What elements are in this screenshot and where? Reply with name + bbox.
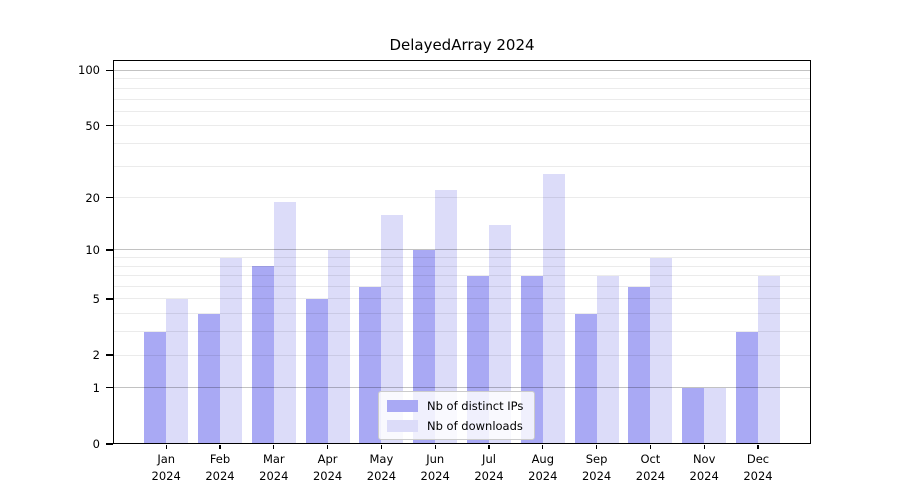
y-tick-label-1: 1 xyxy=(92,380,100,395)
gridline-minor-30 xyxy=(113,165,811,167)
gridline-minor-90 xyxy=(113,78,811,80)
x-tick-label-aug: Aug 2024 xyxy=(528,452,558,483)
bar-downloads-nov xyxy=(704,387,727,444)
x-tick-sep xyxy=(596,444,598,450)
y-tick-label-20: 20 xyxy=(85,190,100,205)
x-tick-apr xyxy=(327,444,329,450)
gridline-major-100 xyxy=(113,69,811,71)
gridline-minor-5 xyxy=(113,298,811,300)
legend-label-distinct-ips: Nb of distinct IPs xyxy=(427,398,524,413)
legend-swatch-downloads xyxy=(387,419,418,432)
gridline-minor-20 xyxy=(113,197,811,199)
legend-item-downloads: Nb of downloads xyxy=(387,417,523,434)
y-tick-label-2: 2 xyxy=(92,348,100,363)
y-tick-20 xyxy=(106,197,113,199)
x-tick-label-feb: Feb 2024 xyxy=(205,452,235,483)
x-tick-label-oct: Oct 2024 xyxy=(635,452,666,483)
bar-downloads-apr xyxy=(327,249,350,444)
gridline-minor-4 xyxy=(113,313,811,315)
x-tick-mar xyxy=(273,444,275,450)
bar-downloads-mar xyxy=(273,201,296,444)
bar-downloads-aug xyxy=(542,174,565,444)
x-tick-label-jul: Jul 2024 xyxy=(474,452,504,483)
bar-downloads-dec xyxy=(758,275,780,444)
x-tick-oct xyxy=(649,444,651,450)
y-tick-label-0: 0 xyxy=(92,437,100,451)
y-tick-label-10: 10 xyxy=(85,242,100,257)
x-tick-may xyxy=(380,444,382,450)
bar-distinct-ips-dec xyxy=(736,331,758,444)
x-tick-aug xyxy=(542,444,544,450)
gridline-minor-80 xyxy=(113,87,811,89)
bar-distinct-ips-sep xyxy=(574,313,597,444)
legend-swatch-distinct-ips xyxy=(387,399,418,412)
bar-distinct-ips-may xyxy=(359,286,382,444)
gridline-minor-60 xyxy=(113,110,811,112)
bar-distinct-ips-jan xyxy=(144,331,167,444)
x-tick-label-may: May 2024 xyxy=(366,452,397,483)
y-tick-50 xyxy=(106,125,113,127)
x-tick-label-jan: Jan 2024 xyxy=(151,452,181,483)
x-tick-nov xyxy=(703,444,705,450)
bar-distinct-ips-mar xyxy=(251,266,274,444)
gridline-minor-9 xyxy=(113,257,811,259)
gridline-minor-2 xyxy=(113,354,811,356)
bar-distinct-ips-feb xyxy=(198,313,220,444)
gridline-major-10 xyxy=(113,249,811,251)
bar-downloads-feb xyxy=(220,257,242,444)
bar-distinct-ips-nov xyxy=(682,387,705,444)
bar-downloads-sep xyxy=(596,275,619,444)
y-tick-label-50: 50 xyxy=(85,118,100,133)
plot-area: Nb of distinct IPs Nb of downloads xyxy=(113,60,811,444)
bar-downloads-jun xyxy=(435,190,458,444)
gridlines-layer xyxy=(113,60,811,444)
gridline-minor-40 xyxy=(113,142,811,144)
y-tick-5 xyxy=(106,298,113,300)
x-tick-jan xyxy=(165,444,167,450)
x-tick-dec xyxy=(757,444,759,450)
legend-label-downloads: Nb of downloads xyxy=(427,418,523,433)
y-tick-10 xyxy=(106,249,113,251)
bar-downloads-jan xyxy=(166,298,189,444)
x-tick-label-jun: Jun 2024 xyxy=(420,452,450,483)
x-tick-jun xyxy=(434,444,436,450)
y-tick-1 xyxy=(106,387,113,389)
chart-title: DelayedArray 2024 xyxy=(389,36,535,54)
y-tick-label-5: 5 xyxy=(92,291,100,306)
bar-distinct-ips-apr xyxy=(305,298,328,444)
x-tick-feb xyxy=(219,444,221,450)
x-tick-label-sep: Sep 2024 xyxy=(581,452,612,483)
x-tick-label-nov: Nov 2024 xyxy=(689,452,719,483)
x-tick-label-mar: Mar 2024 xyxy=(259,452,289,483)
y-tick-label-100: 100 xyxy=(78,63,100,78)
x-tick-label-dec: Dec 2024 xyxy=(743,452,773,483)
x-tick-jul xyxy=(488,444,490,450)
gridline-minor-7 xyxy=(113,275,811,277)
gridline-minor-3 xyxy=(113,331,811,333)
bar-downloads-may xyxy=(381,214,404,444)
y-tick-100 xyxy=(106,69,113,72)
legend-item-distinct-ips: Nb of distinct IPs xyxy=(387,397,523,414)
y-tick-0 xyxy=(106,443,113,445)
gridline-minor-6 xyxy=(113,286,811,288)
y-tick-2 xyxy=(106,354,113,356)
bar-downloads-oct xyxy=(650,257,673,444)
gridline-major-1 xyxy=(113,387,811,389)
bar-distinct-ips-oct xyxy=(628,286,651,444)
gridline-minor-8 xyxy=(113,265,811,267)
gridline-minor-50 xyxy=(113,125,811,127)
plot-frame xyxy=(113,60,811,444)
x-tick-label-apr: Apr 2024 xyxy=(312,452,343,483)
bar-downloads-jul xyxy=(489,224,511,444)
legend: Nb of distinct IPs Nb of downloads xyxy=(378,391,536,440)
gridline-minor-70 xyxy=(113,98,811,100)
